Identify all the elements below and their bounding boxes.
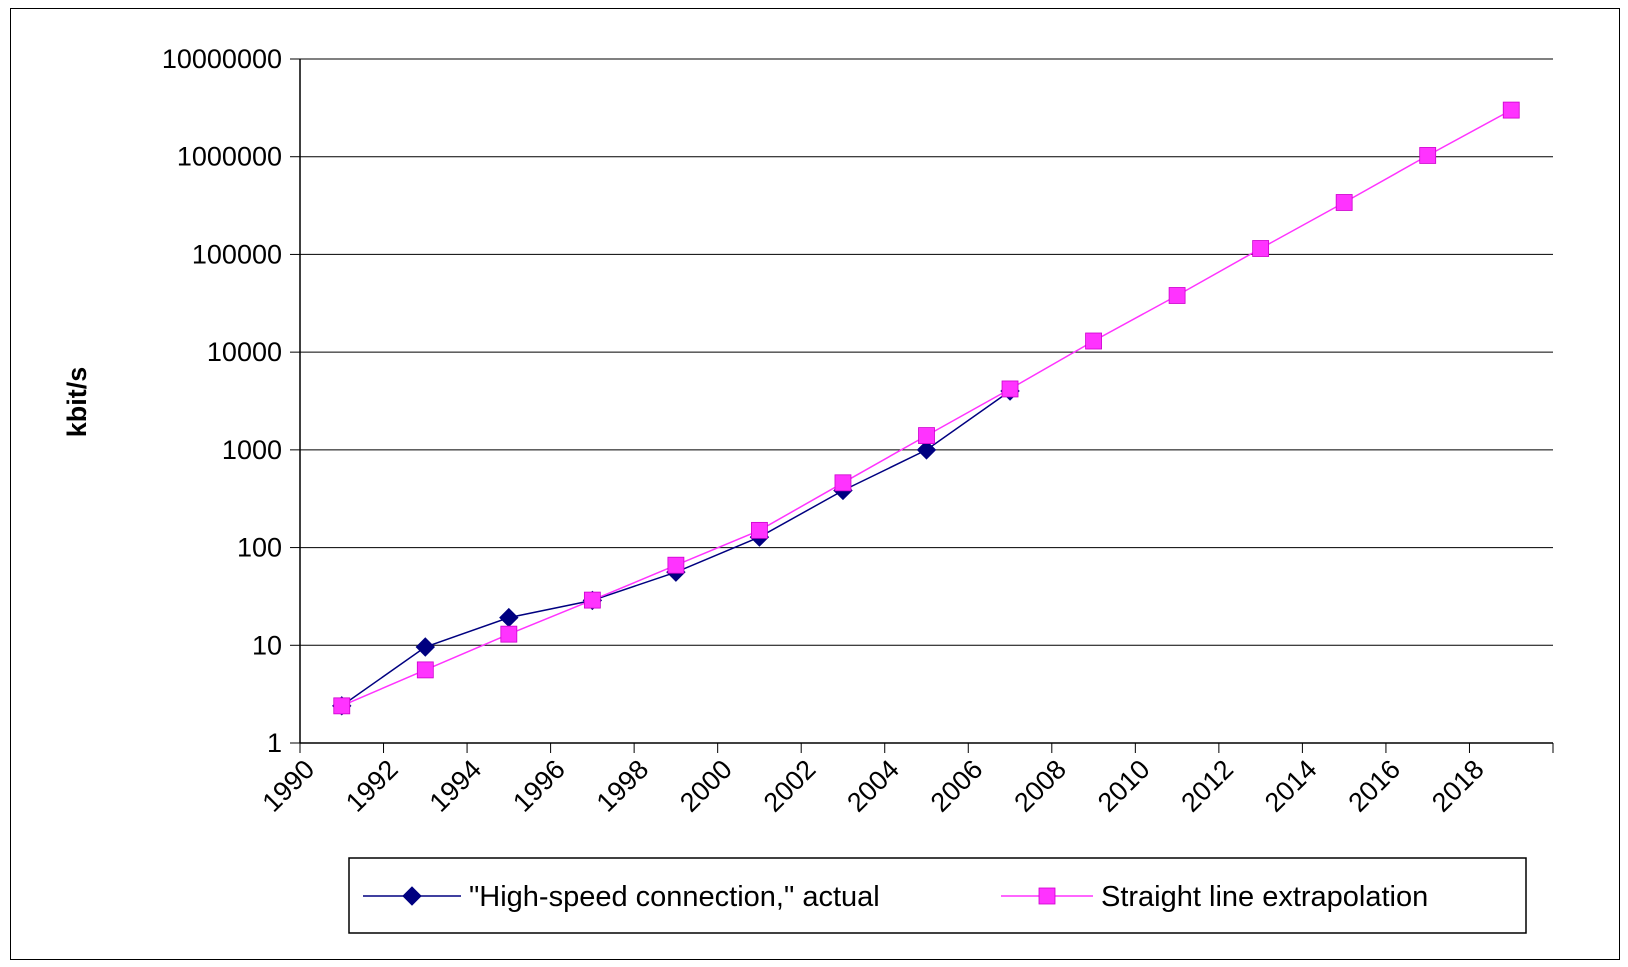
y-tick-label: 10000 [207, 337, 282, 367]
x-tick-label: 1990 [257, 754, 321, 818]
legend-label: Straight line extrapolation [1101, 881, 1428, 913]
x-tick-label: 2012 [1175, 754, 1239, 818]
legend: "High-speed connection," actual Straight … [348, 857, 1527, 934]
data-point [1335, 194, 1353, 211]
y-tick-label: 100000 [192, 239, 282, 269]
data-point [333, 697, 351, 715]
legend-marker [1038, 887, 1056, 905]
x-tick-label: 2014 [1259, 754, 1323, 818]
y-axis-label: kbit/s [62, 367, 92, 438]
x-tick-label: 2018 [1426, 754, 1490, 818]
x-tick-label: 2000 [674, 754, 738, 818]
data-point [1001, 380, 1019, 398]
data-point [1252, 240, 1270, 257]
data-point [834, 474, 852, 492]
x-tick-label: 1994 [424, 754, 488, 818]
chart-frame: 1 10 100 1000 10000 100000 1000000 10000000 1990… [10, 8, 1620, 960]
data-point [583, 591, 601, 609]
axes-layer: 1 10 100 1000 10000 100000 1000000 10000000 1990… [162, 44, 1554, 818]
data-point [916, 440, 937, 460]
legend-box [348, 857, 1527, 934]
y-tick-label: 1 [267, 728, 282, 758]
y-tick-label: 10000000 [162, 44, 282, 74]
x-tick-label: 1996 [507, 754, 571, 818]
chart-svg: 1 10 100 1000 10000 100000 1000000 10000000 1990… [62, 44, 1554, 934]
data-point [1085, 332, 1102, 350]
grid-layer [300, 58, 1553, 646]
data-point [499, 607, 519, 628]
legend-marker [402, 886, 422, 906]
x-tick-label: 2006 [925, 754, 989, 818]
y-tick-label: 10 [252, 630, 282, 660]
x-tick-label: 1998 [591, 754, 655, 818]
legend-label: "High-speed connection," actual [469, 881, 880, 913]
x-tick-label: 2008 [1008, 754, 1072, 818]
data-point [1502, 101, 1520, 119]
data-point [416, 661, 434, 679]
y-tick-label: 1000000 [177, 142, 282, 172]
data-point [918, 427, 935, 444]
data-point [667, 556, 685, 574]
data-point [751, 521, 768, 539]
y-tick-label: 1000 [222, 435, 282, 465]
legend-entry: "High-speed connection," actual [363, 881, 880, 913]
x-tick-label: 2004 [841, 754, 905, 818]
data-point [1168, 287, 1186, 304]
series-layer [332, 101, 1520, 716]
legend-entry: Straight line extrapolation [1001, 881, 1428, 913]
series-line [341, 390, 1011, 707]
x-tick-label: 1992 [340, 754, 404, 818]
data-point [500, 625, 518, 643]
x-tick-label: 2010 [1092, 754, 1156, 818]
x-tick-label: 2016 [1342, 754, 1406, 818]
x-tick-label: 2002 [758, 754, 822, 818]
data-point [415, 637, 436, 657]
legend-items: "High-speed connection," actual Straight … [363, 881, 1428, 913]
series-1 [333, 101, 1520, 715]
data-point [1419, 147, 1437, 164]
y-tick-label: 100 [237, 533, 282, 563]
